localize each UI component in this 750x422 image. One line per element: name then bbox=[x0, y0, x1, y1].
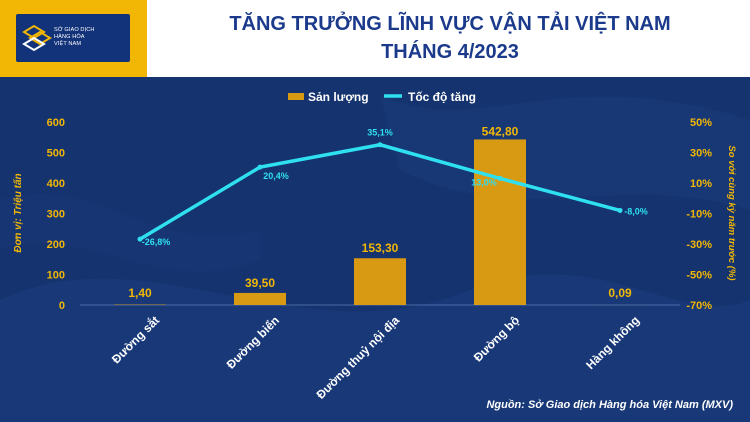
bar-value-label: 153,30 bbox=[362, 241, 399, 255]
growth-point bbox=[497, 175, 503, 181]
growth-value-label: 20,4% bbox=[263, 171, 289, 181]
page-title: TĂNG TRƯỞNG LĨNH VỰC VẬN TẢI VIỆT NAM bbox=[229, 13, 671, 35]
x-tick-label: Đường thuỷ nội địa bbox=[314, 313, 403, 402]
y2-tick-label: -70% bbox=[686, 300, 712, 312]
y-tick-label: 0 bbox=[59, 300, 65, 312]
y2-tick-label: 10% bbox=[690, 178, 712, 190]
mxv-logo: SỞ GIAO DỊCH HÀNG HÓA VIỆT NAM bbox=[16, 14, 130, 62]
y2-tick-label: -30% bbox=[686, 239, 712, 251]
y2-axis-title: So với cùng kỳ năm trước (%) bbox=[726, 145, 737, 280]
bar-value-label: 0,09 bbox=[608, 286, 632, 300]
growth-value-label: 35,1% bbox=[367, 128, 393, 138]
y2-tick-label: 30% bbox=[690, 148, 712, 160]
y2-tick-label: 50% bbox=[690, 117, 712, 129]
page-subtitle: THÁNG 4/2023 bbox=[381, 41, 519, 63]
x-tick-label: Đường biển bbox=[224, 313, 282, 371]
y-axis-title: Đơn vị: Triệu tấn bbox=[12, 173, 24, 252]
growth-point bbox=[257, 164, 263, 170]
bar bbox=[354, 258, 406, 305]
legend-label-line: Tốc độ tăng bbox=[408, 90, 476, 104]
growth-point bbox=[137, 236, 143, 242]
y-tick-label: 500 bbox=[47, 148, 65, 160]
logo-text-line-3: VIỆT NAM bbox=[54, 41, 82, 47]
y-tick-label: 200 bbox=[47, 239, 65, 251]
x-tick-label: Đường bộ bbox=[471, 313, 522, 364]
bar bbox=[474, 139, 526, 305]
y-tick-label: 300 bbox=[47, 209, 65, 221]
y2-tick-label: -10% bbox=[686, 209, 712, 221]
growth-point bbox=[617, 207, 623, 213]
bar-value-label: 1,40 bbox=[128, 286, 152, 300]
bar bbox=[234, 292, 286, 305]
x-tick-label: Hàng không bbox=[583, 313, 642, 372]
logo-text-line-2: HÀNG HÓA bbox=[54, 34, 85, 40]
legend-swatch-bar bbox=[288, 93, 304, 100]
y2-tick-label: -50% bbox=[686, 270, 712, 282]
y-tick-label: 400 bbox=[47, 178, 65, 190]
source-note: Nguồn: Sở Giao dịch Hàng hóa Việt Nam (M… bbox=[486, 399, 733, 411]
legend-label-bar: Sản lượng bbox=[308, 90, 369, 104]
bar-value-label: 39,50 bbox=[245, 276, 275, 290]
y-tick-label: 600 bbox=[47, 117, 65, 129]
growth-value-label: 13,0% bbox=[471, 177, 497, 187]
bar-value-label: 542,80 bbox=[482, 124, 519, 138]
logo-emblem-icon bbox=[22, 24, 52, 52]
growth-point bbox=[377, 142, 383, 148]
y-tick-label: 100 bbox=[47, 270, 65, 282]
growth-value-label: -8,0% bbox=[624, 206, 648, 216]
x-tick-label: Đường sắt bbox=[108, 313, 162, 367]
growth-line bbox=[139, 142, 621, 241]
growth-value-label: -26,8% bbox=[142, 237, 171, 247]
logo-text-line-1: SỞ GIAO DỊCH bbox=[54, 27, 95, 33]
